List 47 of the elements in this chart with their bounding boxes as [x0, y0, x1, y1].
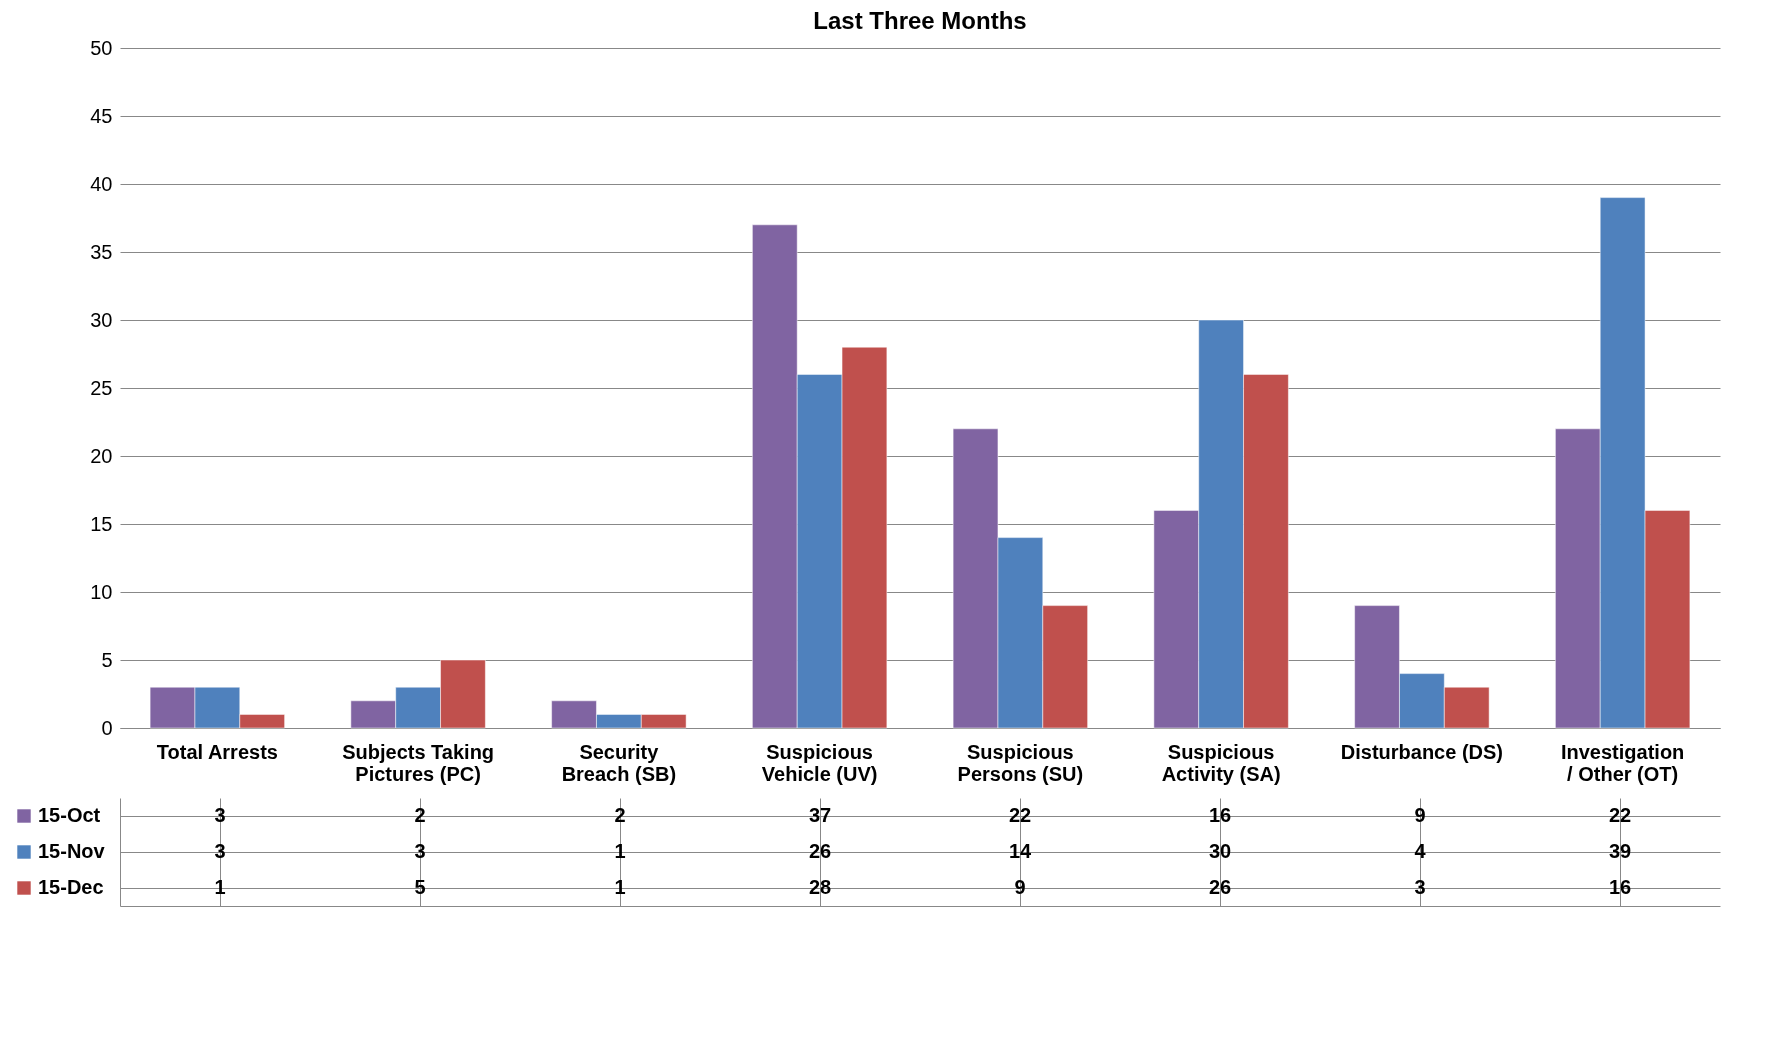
data-label: 1	[614, 876, 626, 898]
legend-label: 15-Nov	[38, 840, 106, 862]
data-label: 1	[614, 840, 626, 862]
y-tick-label: 0	[101, 716, 113, 739]
y-tick-label: 5	[101, 648, 113, 671]
y-tick-label: 25	[90, 376, 113, 399]
data-label: 37	[808, 804, 832, 826]
x-tick-label: Disturbance (DS)	[1340, 740, 1504, 763]
legend-label: 15-Oct	[38, 804, 101, 826]
x-tick-label: Security Breach (SB)	[561, 740, 677, 785]
y-tick-label: 20	[90, 444, 113, 467]
x-tick-label: Suspicious Vehicle (UV)	[761, 740, 878, 785]
y-tick-label: 35	[90, 240, 113, 263]
data-label: 3	[1414, 876, 1426, 898]
data-label: 5	[414, 876, 426, 898]
data-label: 2	[414, 804, 426, 826]
data-label: 3	[214, 804, 226, 826]
x-tick-label: Subjects Taking Pictures (PC)	[342, 740, 495, 785]
data-label: 16	[1608, 876, 1632, 898]
data-label: 3	[214, 840, 226, 862]
data-label: 2	[614, 804, 626, 826]
y-tick-label: 40	[90, 172, 113, 195]
y-tick-label: 30	[90, 308, 113, 331]
x-tick-label: Suspicious Activity (SA)	[1161, 740, 1281, 785]
x-tick-label: Total Arrests	[156, 740, 278, 763]
chart-title: Last Three Months	[813, 7, 1027, 34]
data-label: 28	[808, 876, 832, 898]
data-label: 4	[1414, 840, 1427, 862]
data-label: 3	[414, 840, 426, 862]
data-label: 26	[808, 840, 832, 862]
data-label: 30	[1208, 840, 1232, 862]
y-tick-label: 10	[90, 580, 113, 603]
y-tick-label: 50	[90, 36, 113, 59]
data-label: 22	[1608, 804, 1632, 826]
data-label: 26	[1208, 876, 1232, 898]
data-label: 16	[1208, 804, 1232, 826]
data-label: 14	[1008, 840, 1032, 862]
x-tick-label: Investigation / Other (OT)	[1560, 740, 1685, 785]
x-tick-label: Suspicious Persons (SU)	[957, 740, 1084, 785]
data-label: 39	[1608, 840, 1632, 862]
y-tick-label: 45	[90, 104, 113, 127]
legend-label: 15-Dec	[38, 876, 104, 898]
data-label: 22	[1008, 804, 1032, 826]
data-label: 9	[1414, 804, 1426, 826]
data-label: 1	[214, 876, 226, 898]
data-label: 9	[1014, 876, 1026, 898]
y-tick-label: 15	[90, 512, 113, 535]
